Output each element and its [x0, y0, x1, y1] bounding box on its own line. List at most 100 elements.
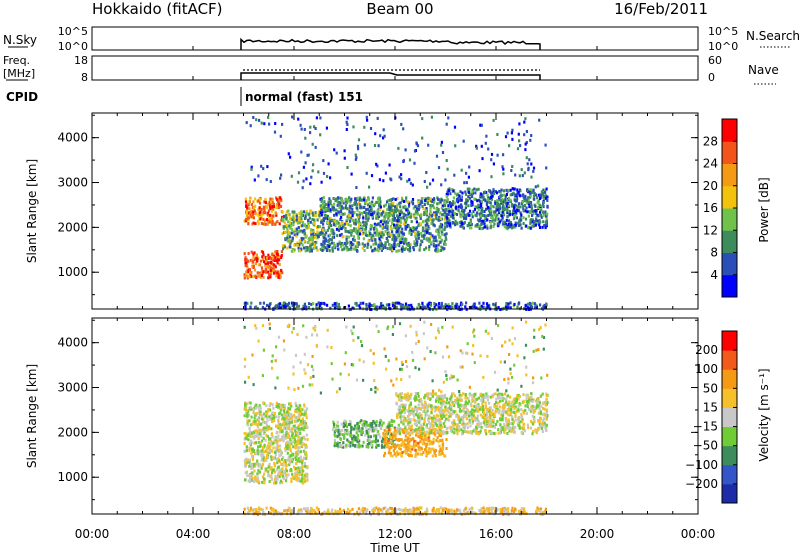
data-cell — [244, 406, 248, 410]
data-cell — [382, 128, 385, 132]
data-cell — [312, 163, 315, 167]
data-cell — [297, 442, 300, 446]
data-cell — [298, 243, 301, 247]
data-cell — [265, 264, 268, 268]
data-cell — [543, 421, 546, 425]
data-cell — [365, 115, 368, 119]
data-cell — [297, 424, 300, 428]
data-cell — [331, 228, 334, 232]
data-cell — [333, 213, 336, 217]
data-cell — [401, 199, 404, 203]
data-cell — [454, 223, 457, 227]
data-cell — [400, 247, 403, 251]
data-cell — [432, 211, 436, 215]
data-cell — [269, 261, 272, 265]
data-cell — [541, 225, 544, 229]
data-cell — [492, 118, 495, 122]
data-cell — [502, 220, 505, 224]
data-cell — [322, 222, 325, 226]
data-cell — [513, 203, 517, 207]
data-cell — [278, 203, 281, 207]
data-cell — [253, 258, 256, 262]
data-cell — [403, 445, 406, 449]
data-cell — [284, 460, 287, 464]
data-cell — [439, 211, 442, 215]
data-cell — [356, 220, 359, 224]
data-cell — [512, 187, 515, 191]
data-cell — [253, 251, 256, 255]
data-cell — [355, 227, 358, 231]
data-cell — [467, 195, 470, 199]
data-cell — [352, 235, 355, 239]
data-cell — [378, 421, 381, 425]
data-cell — [537, 193, 540, 197]
data-cell — [364, 222, 368, 226]
data-cell — [250, 471, 253, 475]
data-cell — [368, 209, 371, 213]
data-cell — [297, 457, 300, 461]
data-cell — [277, 471, 280, 475]
data-cell — [274, 250, 277, 254]
data-cell — [436, 202, 439, 206]
data-cell — [441, 248, 444, 252]
data-cell — [313, 218, 316, 222]
data-cell — [257, 214, 260, 218]
data-cell — [282, 463, 285, 467]
data-cell — [349, 229, 352, 233]
data-cell — [248, 207, 251, 211]
data-cell — [298, 218, 301, 222]
data-cell — [275, 436, 278, 440]
data-cell — [383, 215, 386, 219]
data-cell — [410, 454, 413, 458]
data-cell — [479, 305, 482, 309]
data-cell — [262, 456, 265, 460]
data-cell — [485, 203, 488, 207]
data-cell — [282, 247, 285, 251]
data-cell — [304, 451, 308, 455]
data-cell — [368, 302, 371, 306]
data-cell — [470, 393, 473, 397]
data-cell — [304, 216, 307, 220]
data-cell — [445, 159, 448, 162]
data-cell — [266, 265, 269, 269]
data-cell — [449, 305, 453, 309]
data-cell — [391, 248, 394, 252]
data-cell — [539, 220, 542, 224]
data-cell — [519, 205, 522, 209]
data-cell — [520, 226, 523, 230]
data-cell — [544, 305, 547, 309]
data-cell — [384, 229, 387, 233]
data-cell — [437, 249, 440, 253]
data-cell — [362, 301, 365, 305]
data-cell — [518, 139, 521, 143]
data-cell — [505, 302, 508, 305]
data-cell — [288, 435, 291, 439]
data-cell — [388, 234, 391, 238]
data-cell — [428, 421, 431, 425]
data-cell — [451, 221, 454, 224]
data-cell — [407, 448, 410, 452]
data-cell — [275, 250, 278, 254]
data-cell — [256, 448, 259, 452]
data-cell — [319, 301, 322, 305]
data-cell — [439, 240, 442, 244]
data-cell — [269, 180, 272, 183]
data-cell — [502, 203, 505, 207]
data-cell — [309, 244, 312, 248]
data-cell — [253, 419, 256, 423]
data-cell — [513, 214, 516, 218]
data-cell — [276, 261, 279, 265]
data-cell — [272, 468, 275, 472]
data-cell — [506, 199, 509, 202]
data-cell — [405, 196, 408, 200]
data-cell — [399, 216, 403, 220]
data-cell — [393, 446, 397, 450]
data-cell — [352, 125, 355, 129]
cpid-mode: normal (fast) 151 — [245, 90, 363, 104]
data-cell — [353, 434, 356, 438]
data-cell — [523, 411, 526, 415]
data-cell — [266, 446, 269, 450]
data-cell — [330, 218, 334, 222]
data-cell — [275, 203, 279, 206]
data-cell — [369, 223, 372, 227]
